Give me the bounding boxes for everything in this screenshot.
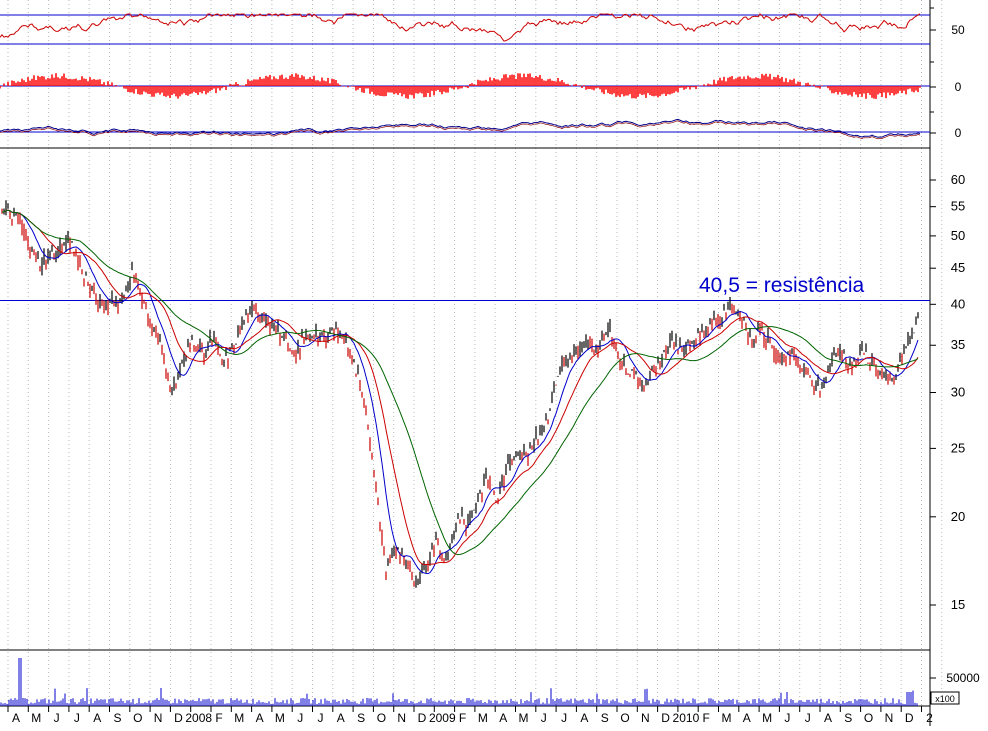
month-label: J	[541, 711, 547, 725]
volume-multiplier-label: x100	[935, 694, 955, 704]
month-label: D	[174, 711, 183, 725]
month-label: N	[641, 711, 650, 725]
month-label: J	[561, 711, 567, 725]
month-label: A	[743, 711, 751, 725]
month-label: M	[762, 711, 772, 725]
month-label: M	[31, 711, 41, 725]
signal-line	[0, 118, 921, 138]
volume-layer	[0, 658, 918, 706]
price-tick-label: 55	[951, 199, 965, 214]
month-label: S	[601, 711, 609, 725]
month-label: J	[805, 711, 811, 725]
price-tick-label: 15	[951, 597, 965, 612]
month-label: A	[337, 711, 345, 725]
month-label: M	[275, 711, 285, 725]
volume-multiplier-box	[930, 691, 960, 705]
month-label: 2008	[185, 711, 212, 725]
month-label: N	[397, 711, 406, 725]
month-label: J	[318, 711, 324, 725]
month-label: F	[703, 711, 710, 725]
month-label: M	[478, 711, 488, 725]
price-tick-label: 30	[951, 385, 965, 400]
price-layer	[0, 200, 930, 588]
month-label: M	[722, 711, 732, 725]
month-label: A	[580, 711, 588, 725]
month-label: 2009	[429, 711, 456, 725]
month-label: N	[154, 711, 163, 725]
resistance-annotation: 40,5 = resistência	[699, 274, 865, 297]
price-tick-label: 50	[951, 228, 965, 243]
indicator-layer	[0, 13, 930, 140]
month-label: J	[74, 711, 80, 725]
indicator-tick-label: 50	[951, 23, 965, 37]
oscillator-line	[0, 13, 921, 42]
month-label: 2	[926, 711, 933, 725]
month-label: D	[418, 711, 427, 725]
price-tick-label: 40	[951, 296, 965, 311]
month-label: J	[784, 711, 790, 725]
month-label: F	[459, 711, 466, 725]
month-label: N	[885, 711, 894, 725]
month-label: D	[905, 711, 914, 725]
ma-short-line	[1, 209, 919, 575]
month-label: J	[297, 711, 303, 725]
ma-long-line	[1, 209, 919, 556]
indicator-tick-label: 0	[955, 126, 962, 140]
month-label: S	[113, 711, 121, 725]
month-label: A	[824, 711, 832, 725]
month-label: A	[499, 711, 507, 725]
signal-line-secondary	[0, 120, 921, 140]
price-tick-label: 35	[951, 337, 965, 352]
indicator-tick-label: 0	[955, 80, 962, 94]
month-label: M	[234, 711, 244, 725]
price-tick-label: 60	[951, 172, 965, 187]
month-label: 2010	[673, 711, 700, 725]
month-label: J	[54, 711, 60, 725]
month-label: A	[12, 711, 20, 725]
month-label: O	[133, 711, 142, 725]
month-label: O	[864, 711, 873, 725]
month-label: D	[661, 711, 670, 725]
ma-medium-line	[1, 209, 919, 566]
month-label: F	[215, 711, 222, 725]
month-label: M	[519, 711, 529, 725]
month-label: S	[844, 711, 852, 725]
month-label: O	[377, 711, 386, 725]
month-label: O	[620, 711, 629, 725]
price-tick-label: 45	[951, 260, 965, 275]
month-label: S	[357, 711, 365, 725]
month-label: A	[93, 711, 101, 725]
volume-tick-label: 50000	[946, 671, 980, 685]
price-tick-label: 20	[951, 509, 965, 524]
month-label: A	[256, 711, 264, 725]
price-tick-label: 25	[951, 440, 965, 455]
